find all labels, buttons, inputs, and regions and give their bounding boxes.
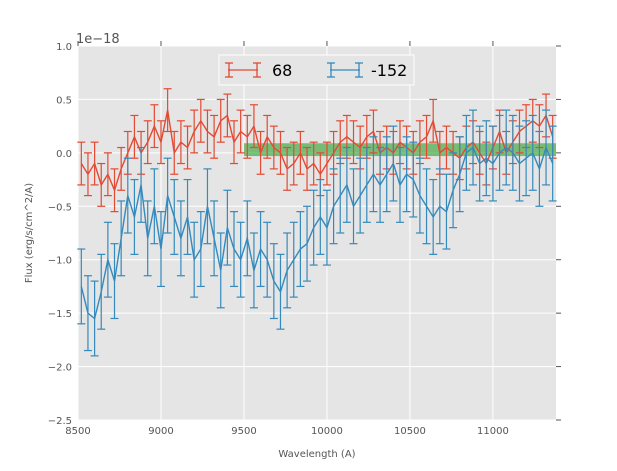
y-tick-label: −2.0: [48, 363, 72, 374]
x-tick-label: 8500: [65, 426, 90, 437]
legend-label-152: -152: [371, 61, 407, 80]
x-tick-label: 9500: [231, 426, 256, 437]
y-tick-label: 0.5: [56, 95, 72, 106]
legend-label-68: 68: [272, 61, 292, 80]
y-tick-label: 0.0: [56, 149, 72, 160]
plot-area: [78, 46, 556, 420]
y-tick-label: 1.0: [56, 42, 72, 53]
series-group: [77, 88, 557, 357]
y-tick-label: −1.5: [48, 309, 72, 320]
x-tick-label: 10500: [394, 426, 426, 437]
legend-marker-152: [327, 62, 363, 78]
series-line: [80, 145, 554, 320]
y-tick-label: −0.5: [48, 202, 72, 213]
offset-label: 1e−18: [76, 32, 120, 47]
grid: [77, 45, 556, 421]
x-axis-label: Wavelength (A): [278, 449, 355, 460]
series-line: [80, 109, 554, 193]
ticks: 8500 9000 9500 10000 10500 11000 1.0 0.5 0.0 −0.5…: [48, 41, 561, 437]
series-68: [77, 88, 557, 213]
x-tick-label: 9000: [148, 426, 173, 437]
x-tick-label: 11000: [477, 426, 509, 437]
series--152: [77, 109, 557, 357]
y-tick-label: −1.0: [48, 256, 72, 267]
y-tick-label: −2.5: [48, 416, 72, 427]
legend-box: [218, 54, 415, 86]
legend: 68 -152: [218, 54, 415, 86]
y-axis-label: Flux (erg/s/cm^2/A): [24, 183, 35, 283]
legend-marker-68: [225, 62, 261, 78]
x-tick-label: 10000: [311, 426, 343, 437]
